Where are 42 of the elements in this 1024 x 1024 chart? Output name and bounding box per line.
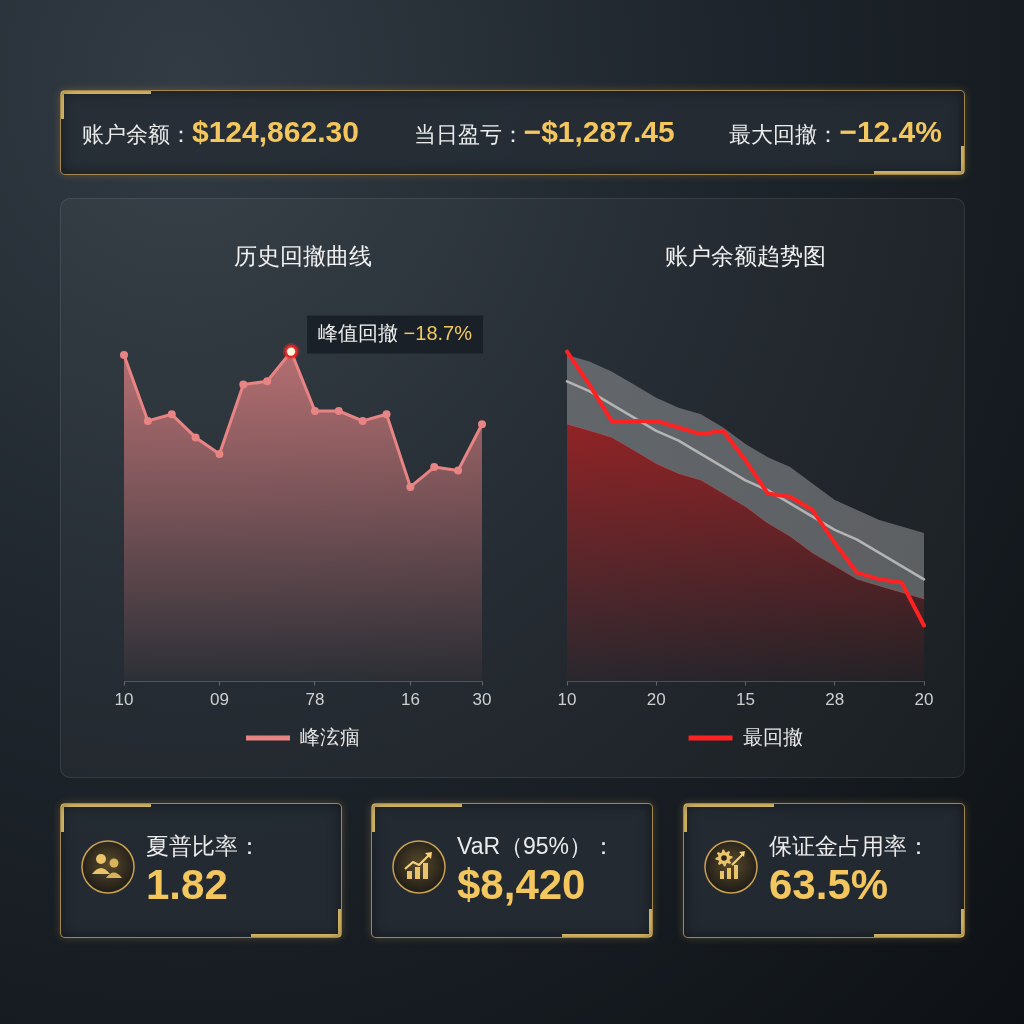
legend-label: 峰泫痼 — [300, 725, 360, 748]
point — [120, 350, 128, 359]
x-tick-label: 15 — [736, 690, 755, 710]
text: $124,862.30 — [192, 115, 359, 149]
point — [239, 380, 248, 389]
point — [334, 407, 343, 415]
text: 1.82 — [146, 861, 228, 909]
chart-title: 账户余额趋势图 — [665, 243, 826, 270]
text: $8,420 — [457, 861, 586, 909]
text: −$1,287.45 — [523, 115, 675, 149]
text: 夏普比率： — [146, 832, 261, 861]
text: 最大回撤： — [729, 121, 840, 149]
text: VaR（95%）： — [457, 832, 616, 861]
x-tick-label: 09 — [210, 690, 229, 710]
text: −12.4% — [839, 115, 942, 149]
point — [382, 410, 391, 419]
text: 账户余额： — [82, 121, 192, 149]
x-tick-label: 28 — [825, 690, 845, 710]
x-tick-label: 10 — [114, 690, 134, 710]
text: 保证金占用率： — [769, 832, 930, 861]
chart-title: 历史回撤曲线 — [234, 243, 372, 270]
point — [263, 377, 272, 386]
point — [143, 416, 152, 425]
x-tick-label: 10 — [557, 690, 577, 710]
point — [358, 416, 367, 425]
point — [310, 407, 319, 415]
text: 峰值回撤 −18.7% — [318, 322, 473, 345]
point — [215, 449, 224, 458]
point — [478, 420, 486, 429]
point — [191, 433, 200, 442]
legend-label: 最回撤 — [742, 725, 803, 748]
point — [454, 466, 463, 475]
x-tick-label: 16 — [400, 690, 420, 710]
x-tick-label: 78 — [305, 690, 325, 710]
point — [406, 482, 415, 491]
point — [430, 463, 439, 472]
x-tick-label: 20 — [914, 690, 934, 710]
x-tick-label: 20 — [646, 690, 666, 710]
text: 63.5% — [769, 861, 889, 909]
point — [167, 410, 176, 419]
text: 当日盈亏： — [413, 121, 524, 149]
x-tick-label: 30 — [472, 690, 492, 710]
